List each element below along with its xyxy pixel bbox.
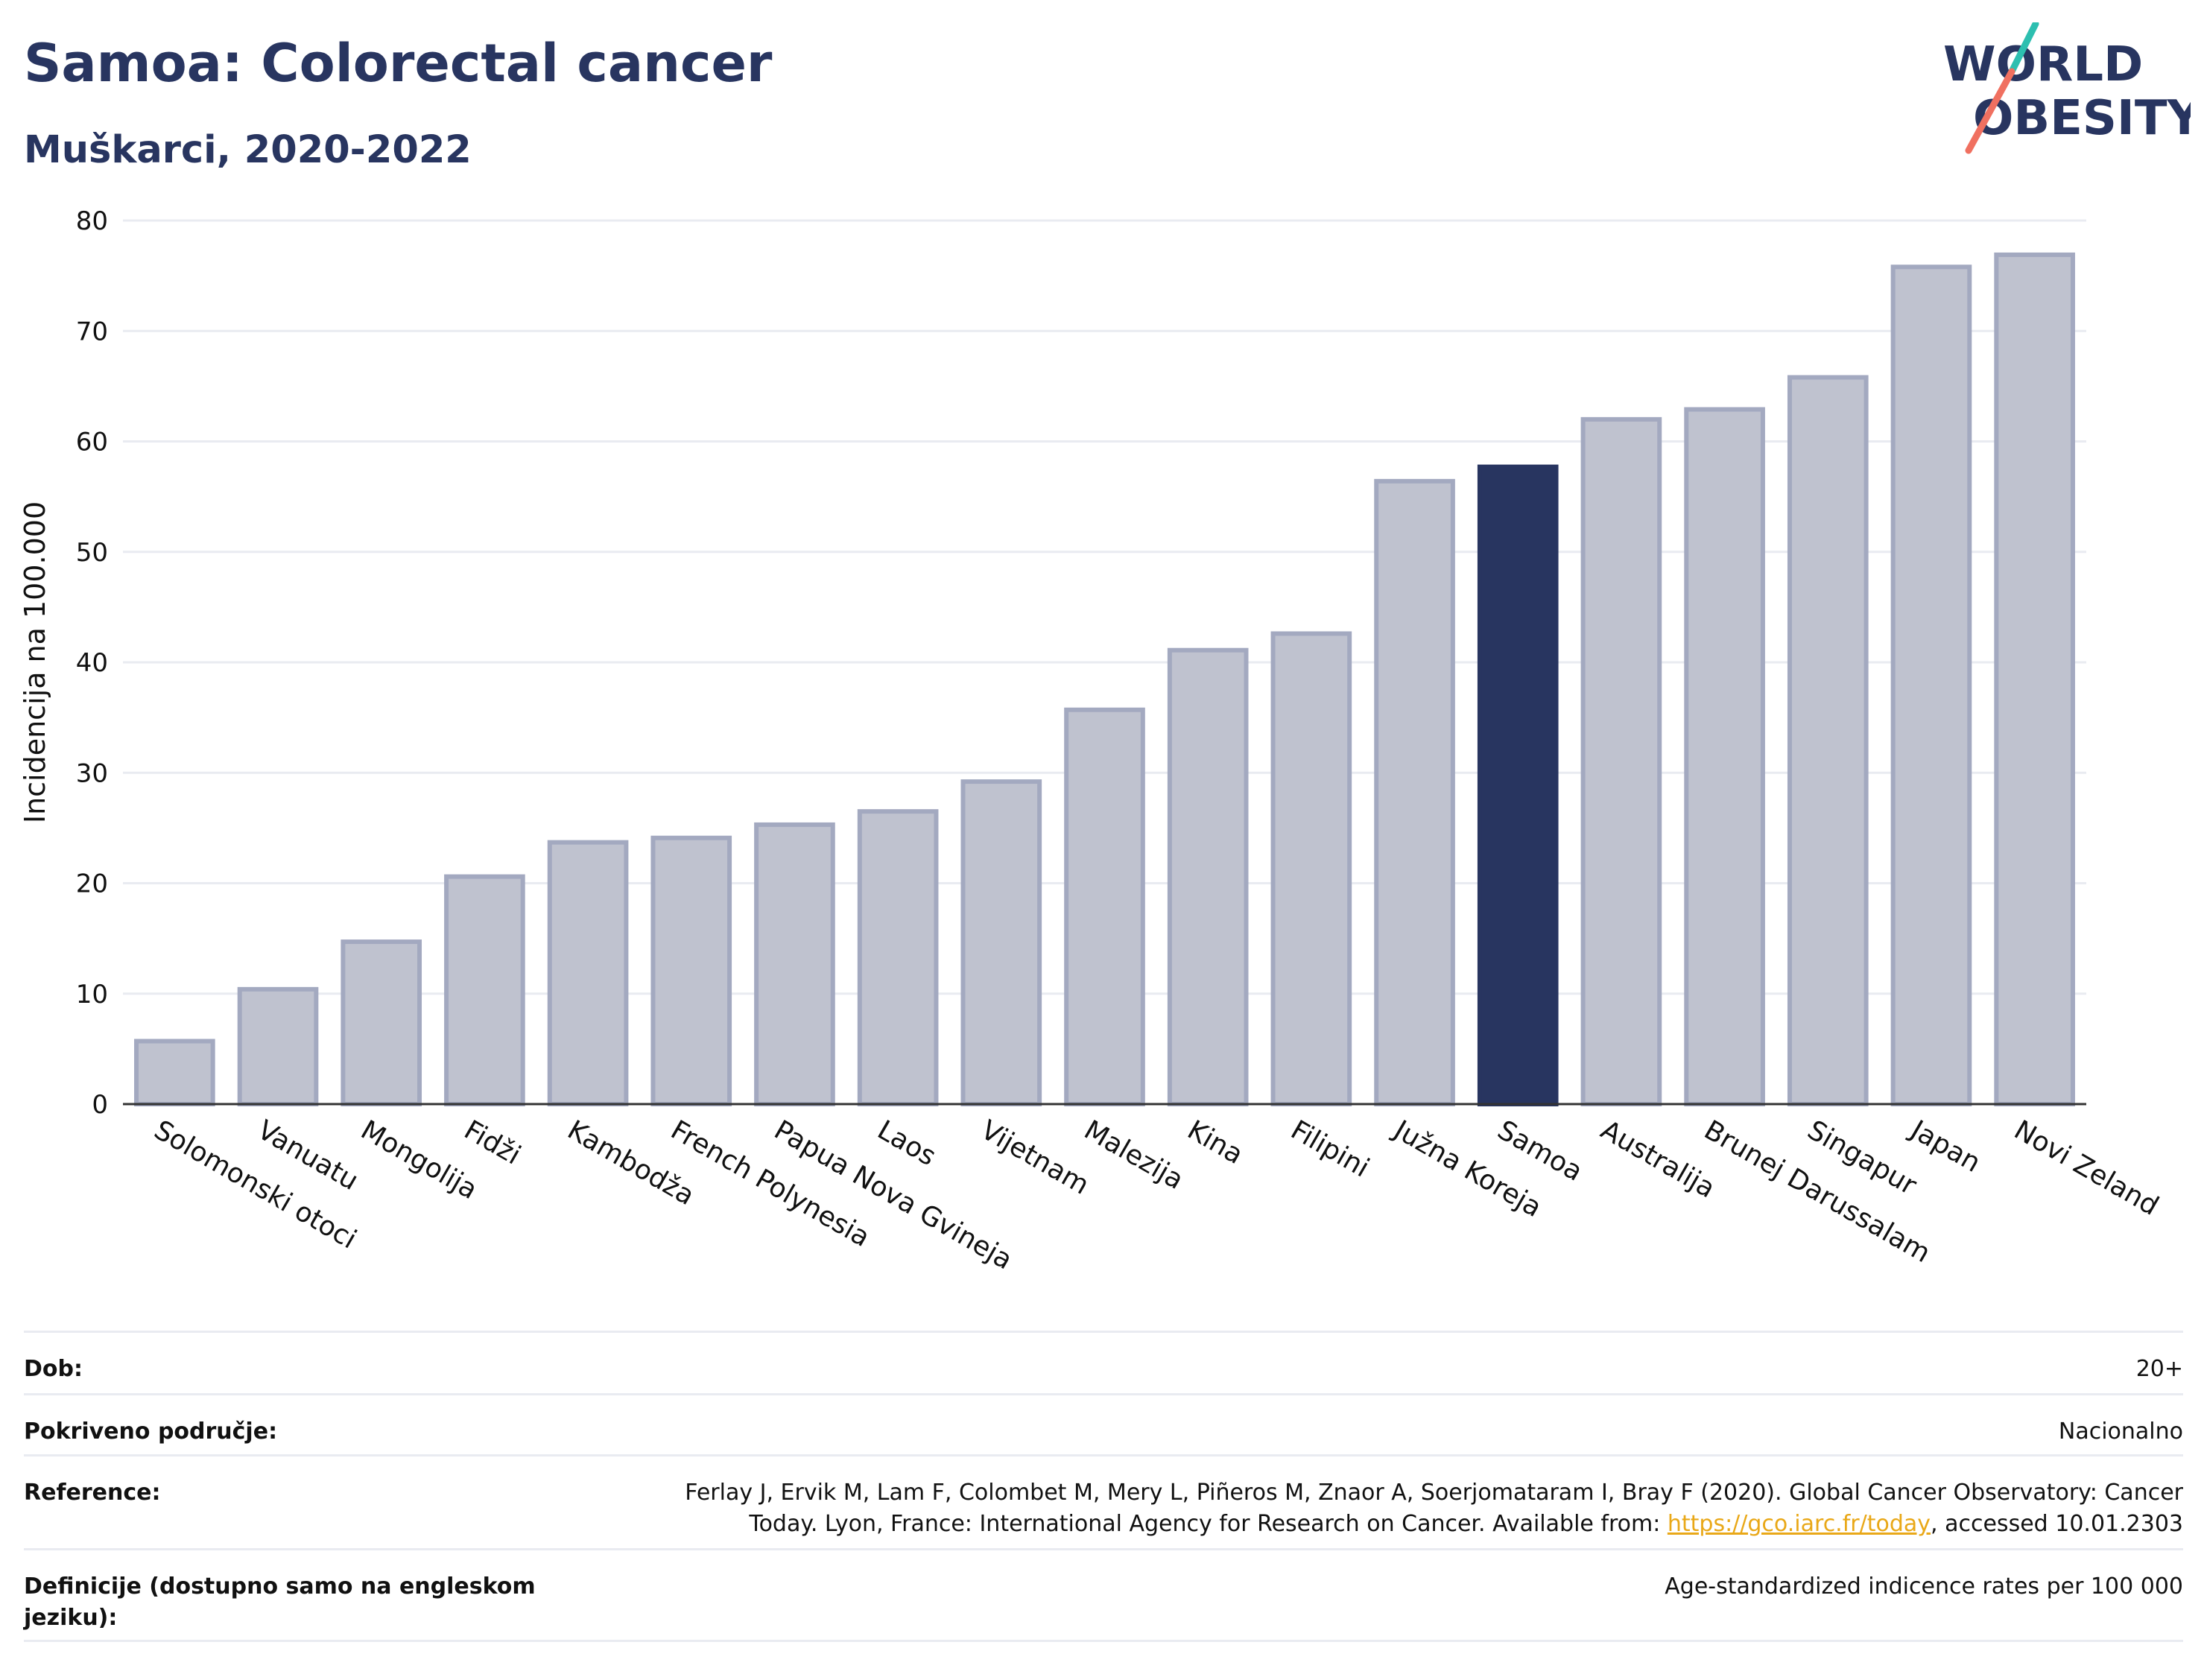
chart-title: Samoa: Colorectal cancer: [24, 33, 773, 94]
y-tick-label: 0: [92, 1090, 108, 1120]
x-tick-label: Laos: [873, 1115, 941, 1172]
x-tick-label: Fidži: [459, 1115, 526, 1170]
metadata-table: Dob: 20+ Pokriveno područje: Nacionalno …: [24, 1331, 2183, 1642]
bar-french-polynesia: [650, 835, 732, 1107]
bar-fid-i: [444, 874, 525, 1106]
coverage-value: Nacionalno: [2058, 1419, 2183, 1445]
bar-kambod-a: [547, 840, 629, 1107]
bar-papua-nova-gvineja: [754, 822, 835, 1106]
bar-vanuatu: [237, 986, 319, 1106]
bar-brunej-darussalam: [1684, 407, 1765, 1106]
bar-solomonski-otoci: [134, 1039, 215, 1107]
bar-vijetnam: [960, 779, 1042, 1106]
y-tick-label: 40: [76, 648, 108, 678]
x-tick-label: Novi Zeland: [2009, 1115, 2164, 1222]
x-tick-label: Mongolija: [355, 1115, 482, 1205]
reference-text-line2-end: , accessed 10.01.2303: [1931, 1511, 2183, 1537]
y-tick-label: 80: [76, 206, 108, 236]
bar-samoa: [1477, 464, 1559, 1107]
x-tick-label: Vijetnam: [975, 1115, 1094, 1201]
world-obesity-logo: WORLD OBESITY: [1943, 22, 2191, 154]
chart-subtitle: Muškarci, 2020-2022: [24, 128, 472, 172]
y-tick-label: 30: [76, 758, 108, 788]
reference-text-line1: Ferlay J, Ervik M, Lam F, Colombet M, Me…: [685, 1480, 2183, 1506]
y-tick-label: 10: [76, 980, 108, 1009]
bar-filipini: [1270, 631, 1352, 1106]
meta-row-definition: Definicije (dostupno samo na engleskom j…: [24, 1548, 2183, 1642]
definition-value: Age-standardized indicence rates per 100…: [1665, 1573, 2183, 1600]
definition-label: Definicije (dostupno samo na engleskom j…: [24, 1573, 536, 1631]
x-tick-label: Malezija: [1079, 1115, 1188, 1196]
reference-label: Reference:: [24, 1480, 161, 1506]
bar-singapur: [1787, 375, 1869, 1106]
y-axis-label: Incidencija na 100.000: [19, 501, 51, 823]
logo-text-world: WORLD: [1943, 37, 2143, 92]
age-label: Dob:: [24, 1356, 83, 1382]
bar-laos: [857, 809, 939, 1106]
meta-row-reference: Reference: Ferlay J, Ervik M, Lam F, Col…: [24, 1454, 2183, 1548]
coverage-label: Pokriveno područje:: [24, 1419, 278, 1445]
bar-australija: [1580, 416, 1662, 1107]
meta-row-coverage: Pokriveno područje: Nacionalno: [24, 1393, 2183, 1454]
bar-mongolija: [341, 939, 422, 1107]
bar-ju-na-koreja: [1374, 478, 1455, 1106]
logo-slash-coral: [1965, 68, 2015, 154]
reference-value: Ferlay J, Ervik M, Lam F, Colombet M, Me…: [685, 1477, 2183, 1540]
age-value: 20+: [2135, 1356, 2183, 1382]
logo-slash-teal: [2008, 22, 2039, 75]
bar-novi-zeland: [1994, 252, 2075, 1106]
x-tick-label: Filipini: [1285, 1115, 1374, 1183]
y-tick-label: 70: [76, 317, 108, 346]
y-tick-label: 20: [76, 869, 108, 899]
x-tick-label: Australija: [1595, 1115, 1720, 1204]
bar-japan: [1890, 264, 1972, 1106]
x-tick-label: Kina: [1182, 1115, 1248, 1170]
reference-text-line2: Today. Lyon, France: International Agenc…: [749, 1511, 1668, 1537]
bar-kina: [1167, 647, 1249, 1106]
bar-malezija: [1064, 707, 1145, 1106]
bars: [134, 252, 2075, 1107]
y-tick-label: 50: [76, 538, 108, 568]
logo-text-obesity: OBESITY: [1973, 91, 2191, 146]
meta-row-age: Dob: 20+: [24, 1331, 2183, 1393]
y-tick-label: 60: [76, 428, 108, 457]
x-tick-label: Japan: [1904, 1114, 1986, 1179]
reference-link[interactable]: https://gco.iarc.fr/today: [1667, 1511, 1931, 1537]
